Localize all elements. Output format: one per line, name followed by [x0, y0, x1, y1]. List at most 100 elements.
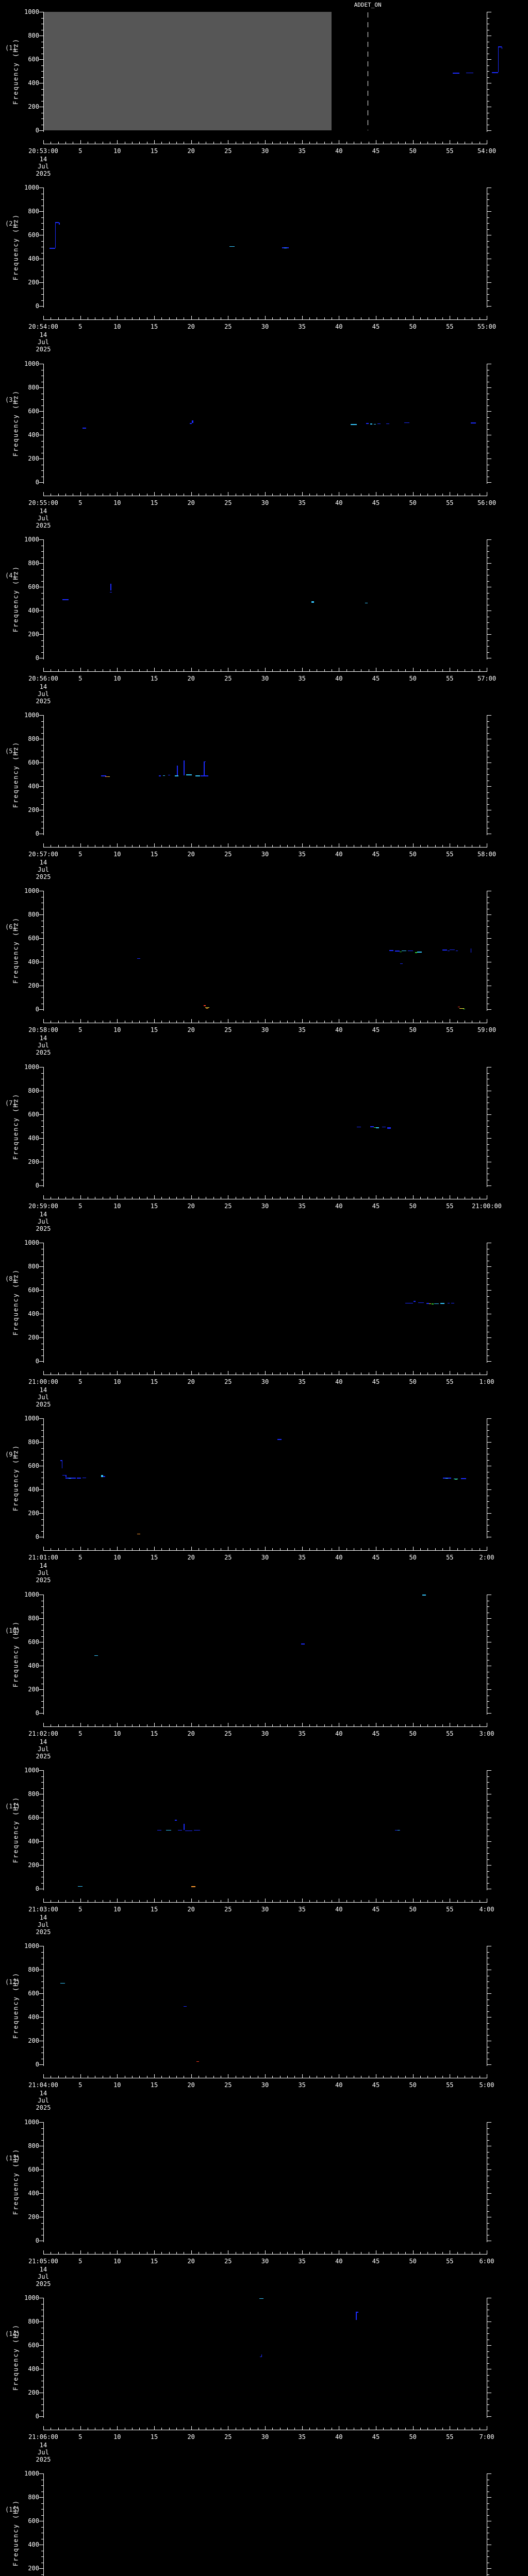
x-axis-tick — [265, 843, 266, 847]
y-axis-tick — [41, 2140, 43, 2141]
x-axis-tick — [139, 1197, 140, 1199]
y-tick-label: 400 — [28, 783, 39, 790]
x-axis-tick — [420, 669, 421, 671]
x-axis-tick — [176, 1548, 177, 1550]
x-tick-label: 15 — [150, 323, 158, 330]
spectrogram-panel: 0 200 400 600 800 1000 5 10 15 20 25 30 35 40 45 50 55 20… — [0, 0, 528, 177]
x-axis-tick — [169, 1724, 170, 1726]
y-axis-tick — [41, 944, 43, 945]
y-axis-right-tick — [487, 569, 489, 570]
y-axis-tick — [41, 1788, 43, 1789]
x-axis-tick — [250, 669, 251, 671]
y-tick-label: 0 — [35, 654, 39, 662]
y-tick-label: 1000 — [24, 360, 39, 367]
x-axis-tick — [309, 845, 310, 847]
x-axis-tick — [346, 2076, 347, 2078]
x-axis-tick — [117, 668, 118, 671]
y-tick-label: 1000 — [24, 2294, 39, 2301]
date-line: 14 — [39, 1035, 47, 1042]
x-axis-tick — [309, 1724, 310, 1726]
date-line: Jul — [38, 866, 49, 873]
x-tick-label: 30 — [261, 1202, 269, 1210]
x-tick-label: 55 — [446, 499, 454, 506]
x-axis-tick — [294, 1372, 295, 1375]
y-axis-tick — [41, 1624, 43, 1625]
x-axis-tick — [457, 2076, 458, 2078]
y-axis-title: Frequency (Hz) — [12, 2148, 20, 2215]
y-axis-tick — [41, 2574, 43, 2575]
x-axis-tick — [154, 668, 155, 671]
detection-mark — [277, 1439, 282, 1440]
y-axis-right-tick — [487, 2122, 491, 2123]
x-tick-label: 55 — [446, 2433, 454, 2441]
x-tick-label: 20 — [187, 2081, 195, 2089]
y-axis-right-tick — [487, 938, 491, 939]
x-axis-tick — [346, 2428, 347, 2430]
x-tick-label: 15 — [150, 1378, 158, 1385]
x-axis-tick — [117, 2426, 118, 2430]
x-tick-label: 45 — [372, 1378, 380, 1385]
end-time-label: 21:00:00 — [472, 1202, 502, 1210]
detection-mark — [451, 1302, 454, 1304]
x-axis-tick — [265, 1195, 266, 1199]
y-tick-label: 400 — [28, 2541, 39, 2548]
date-line: 14 — [39, 683, 47, 690]
x-axis-tick — [405, 669, 406, 671]
detection-mark — [455, 950, 458, 952]
x-axis-tick — [161, 669, 162, 671]
y-axis-right-tick — [487, 1266, 491, 1267]
end-time-label: 55:00 — [477, 323, 497, 330]
x-tick-label: 25 — [224, 2081, 232, 2089]
x-axis-tick — [398, 317, 399, 319]
y-tick-label: 1000 — [24, 1942, 39, 1950]
y-axis-right-tick — [487, 762, 491, 763]
start-time-label: 20:58:00 — [28, 1026, 58, 1033]
spectrogram-panel: 0 200 400 600 800 1000 5 10 15 20 25 30 35 40 45 50 55 20… — [0, 703, 528, 880]
y-axis-right-tick — [487, 2011, 489, 2012]
y-axis-tick — [41, 300, 43, 301]
y-tick-label: 600 — [28, 2166, 39, 2173]
x-tick-label: 50 — [409, 323, 417, 330]
x-axis-tick — [383, 2252, 384, 2254]
x-tick-label: 25 — [224, 1378, 232, 1385]
y-axis-tick — [41, 1648, 43, 1649]
x-axis-tick — [272, 845, 273, 847]
x-tick-label: 10 — [113, 1202, 121, 1210]
y-axis-right-tick — [487, 2473, 491, 2474]
y-tick-label: 800 — [28, 2142, 39, 2149]
x-tick-label: 20 — [187, 675, 195, 682]
x-axis-tick — [272, 1372, 273, 1375]
y-axis-right-tick — [487, 1489, 491, 1490]
x-axis-tick — [420, 845, 421, 847]
y-axis — [43, 891, 44, 1011]
y-axis-tick — [39, 938, 43, 939]
x-axis-tick — [309, 1372, 310, 1375]
y-axis-tick — [41, 1126, 43, 1127]
y-tick-label: 400 — [28, 1486, 39, 1493]
x-tick-label: 15 — [150, 2081, 158, 2089]
y-axis-tick — [41, 1952, 43, 1953]
x-tick-label: 30 — [261, 1906, 269, 1913]
x-axis-tick — [132, 1548, 133, 1550]
detection-mark — [377, 423, 381, 425]
spectrogram-panel: 0 200 400 600 800 1000 5 10 15 20 25 30 35 40 45 50 55 20… — [0, 879, 528, 1056]
x-axis-tick — [43, 1899, 44, 1902]
x-axis-tick — [412, 843, 414, 847]
x-axis-tick — [213, 1724, 214, 1726]
x-axis-tick — [324, 845, 325, 847]
y-axis-right-tick — [487, 956, 489, 957]
x-axis-tick — [169, 1900, 170, 1902]
y-axis-right-tick — [487, 1800, 489, 1801]
x-axis-tick — [191, 668, 192, 671]
y-axis-right-tick — [487, 470, 489, 471]
x-axis-tick — [405, 1548, 406, 1550]
x-tick-label: 5 — [78, 1554, 82, 1561]
panel-index: (1) — [5, 44, 16, 52]
y-axis-right-tick — [487, 1776, 489, 1777]
x-axis-tick — [161, 1900, 162, 1902]
date-line: 2025 — [36, 1577, 51, 1584]
detection-mark — [301, 1643, 305, 1645]
y-tick-label: 600 — [28, 1111, 39, 1118]
date-line: Jul — [38, 2449, 49, 2456]
